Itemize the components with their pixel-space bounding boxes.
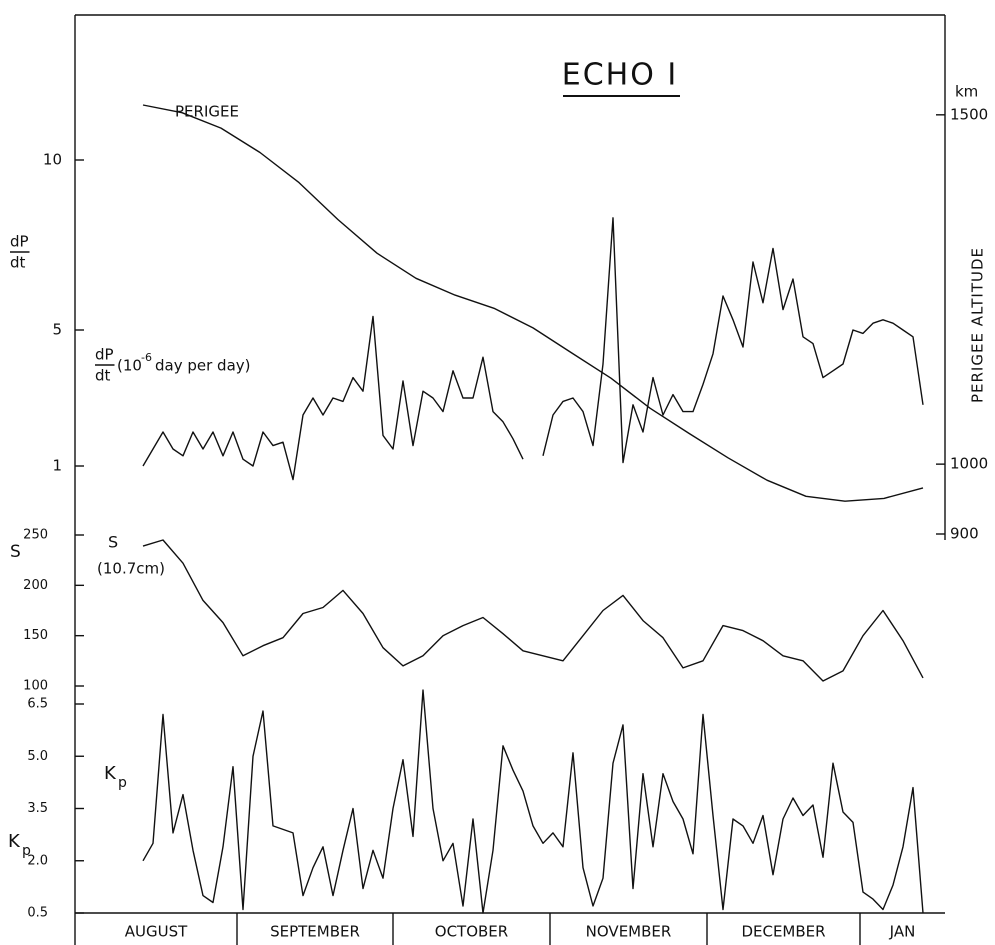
x-tick-label: JAN [889, 923, 916, 941]
perigee-line [142, 104, 924, 502]
fraction-numerator: dP [10, 233, 29, 251]
y-tick-label: 5.0 [27, 749, 48, 764]
y-tick-label: 250 [23, 528, 48, 543]
data-line [142, 217, 924, 481]
y2-unit: km [955, 83, 978, 101]
y2-tick-label: 1000 [950, 455, 988, 473]
y2-tick-label: 900 [950, 525, 979, 543]
chart-title: ECHO I [562, 58, 678, 93]
annotation: (10 [117, 357, 142, 375]
x-tick-label: DECEMBER [741, 923, 825, 941]
fraction-numerator: dP [95, 346, 114, 364]
y2-label: PERIGEE ALTITUDE [969, 247, 987, 403]
data-line [142, 689, 924, 914]
annotation: (10.7cm) [97, 560, 165, 578]
y-tick-label: 0.5 [27, 906, 48, 921]
annotation: day per day) [155, 357, 251, 375]
annotation: S [108, 533, 118, 552]
y-tick-label: 200 [23, 578, 48, 593]
annotation: PERIGEE [175, 103, 239, 121]
y-label: S [10, 542, 21, 562]
y-tick-label: 2.0 [27, 853, 48, 868]
y-tick-label: 100 [23, 679, 48, 694]
y-label: K [8, 831, 21, 852]
y-tick-label: 5 [52, 321, 62, 339]
y-tick-label: 1 [52, 457, 62, 475]
fraction-denominator: dt [95, 367, 111, 385]
y-tick-label: 6.5 [27, 697, 48, 712]
y-tick-label: 150 [23, 628, 48, 643]
x-tick-label: NOVEMBER [586, 923, 672, 941]
annotation: K [104, 763, 117, 784]
y-tick-label: 3.5 [27, 801, 48, 816]
y-label-subscript: p [22, 843, 31, 859]
y2-tick-label: 1500 [950, 105, 988, 123]
data-line [142, 539, 924, 682]
annotation-subscript: p [118, 775, 127, 791]
fraction-denominator: dt [10, 254, 26, 272]
annotation-superscript: -6 [141, 351, 152, 364]
x-tick-label: AUGUST [125, 923, 188, 941]
y-tick-label: 10 [43, 151, 62, 169]
x-tick-label: OCTOBER [435, 923, 508, 941]
x-tick-label: SEPTEMBER [270, 923, 360, 941]
